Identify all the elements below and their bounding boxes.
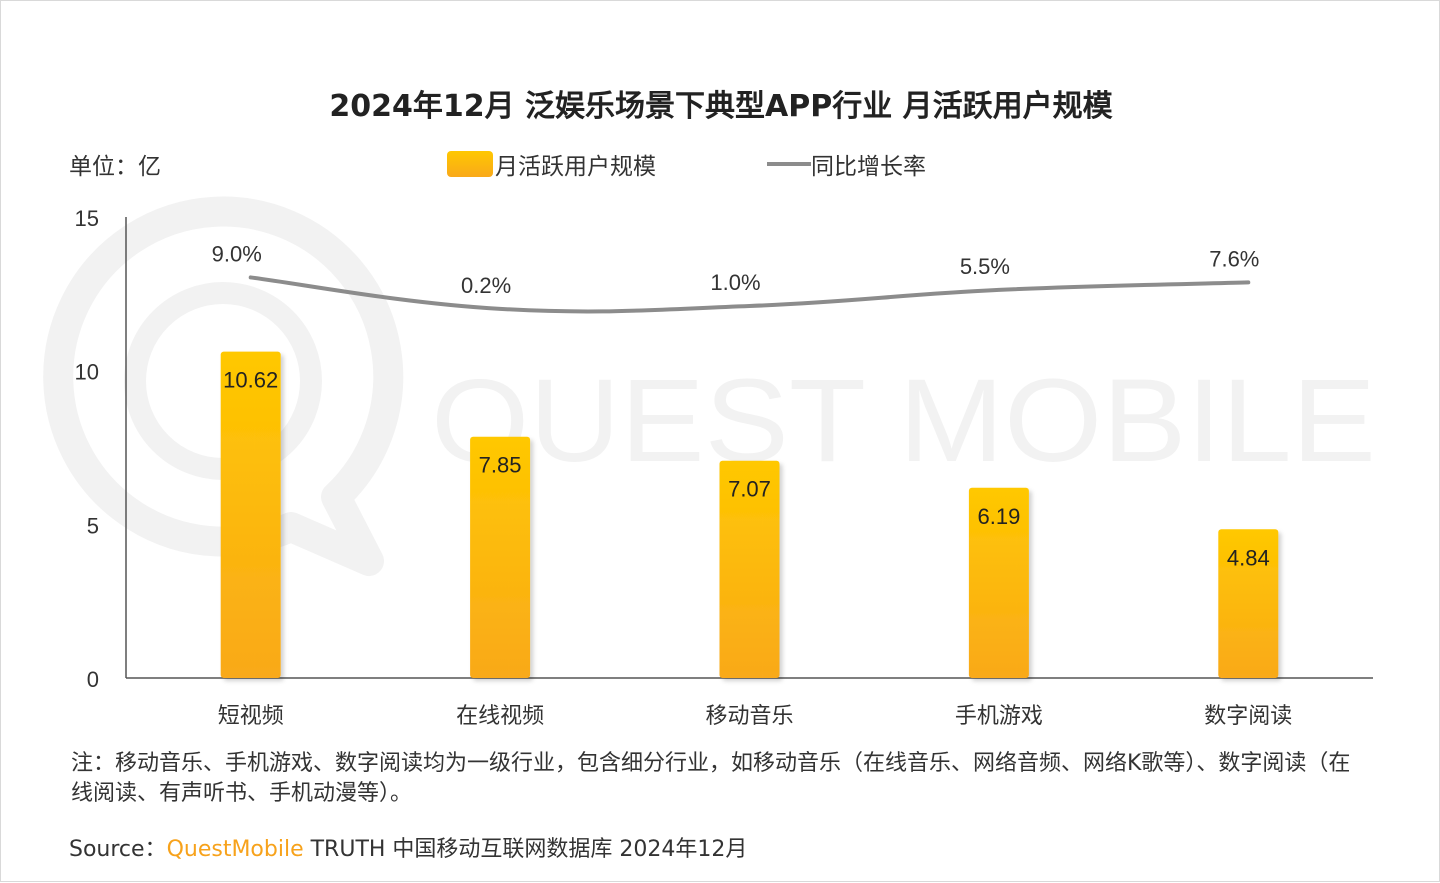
x-tick-label: 手机游戏: [955, 704, 1043, 729]
watermark: QUEST MOBILE: [43, 196, 1376, 576]
growth-rate-labels: 9.0% 0.2% 1.0% 5.5% 7.6%: [212, 241, 1260, 297]
bar-value-label: 6.19: [977, 504, 1020, 529]
growth-rate-label: 0.2%: [461, 273, 511, 298]
growth-rate-label: 1.0%: [710, 270, 760, 295]
y-tick-labels: 0 5 10 15: [75, 206, 99, 692]
bar: [719, 460, 780, 678]
bar: [1218, 529, 1279, 678]
growth-rate-line: [248, 275, 1251, 314]
y-tick-label: 10: [75, 360, 99, 385]
x-tick-label: 短视频: [218, 704, 284, 729]
source-brand: QuestMobile: [166, 837, 304, 862]
growth-rate-label: 7.6%: [1209, 246, 1259, 271]
x-tick-label: 在线视频: [456, 704, 544, 729]
bar: [470, 436, 531, 678]
source-prefix: Source：: [69, 837, 167, 862]
legend-bar-label: 月活跃用户规模: [495, 154, 656, 180]
bar-value-label: 7.07: [728, 477, 771, 502]
source-line: Source：QuestMobile TRUTH 中国移动互联网数据库 2024…: [69, 831, 747, 863]
bar-value-label: 7.85: [479, 453, 522, 478]
watermark-text: QUEST MOBILE: [431, 355, 1376, 487]
legend-line-swatch: [767, 162, 811, 166]
growth-rate-label: 5.5%: [960, 254, 1010, 279]
bar: [220, 351, 281, 678]
x-tick-label: 数字阅读: [1204, 704, 1292, 729]
bar-value-labels: 10.62 7.85 7.07 6.19 4.84: [223, 368, 1270, 571]
bar-value-label: 10.62: [223, 368, 278, 393]
source-rest: TRUTH 中国移动互联网数据库 2024年12月: [303, 837, 748, 862]
watermark-logo-icon: [43, 196, 404, 576]
bars: [220, 351, 1279, 678]
legend-bar-swatch: [447, 151, 493, 177]
y-tick-label: 15: [75, 206, 99, 231]
legend-line-label: 同比增长率: [811, 154, 926, 180]
bar: [968, 487, 1029, 678]
growth-rate-label: 9.0%: [212, 241, 262, 266]
footnote: 注：移动音乐、手机游戏、数字阅读均为一级行业，包含细分行业，如移动音乐（在线音乐…: [71, 751, 1351, 806]
y-tick-label: 5: [87, 513, 99, 538]
y-tick-label: 0: [87, 667, 99, 692]
chart-title: 2024年12月 泛娱乐场景下典型APP行业 月活跃用户规模: [329, 89, 1113, 124]
unit-label: 单位：亿: [69, 154, 161, 180]
x-tick-labels: 短视频 在线视频 移动音乐 手机游戏 数字阅读: [218, 704, 1293, 729]
bar-value-label: 4.84: [1227, 545, 1270, 570]
x-tick-label: 移动音乐: [705, 704, 793, 729]
